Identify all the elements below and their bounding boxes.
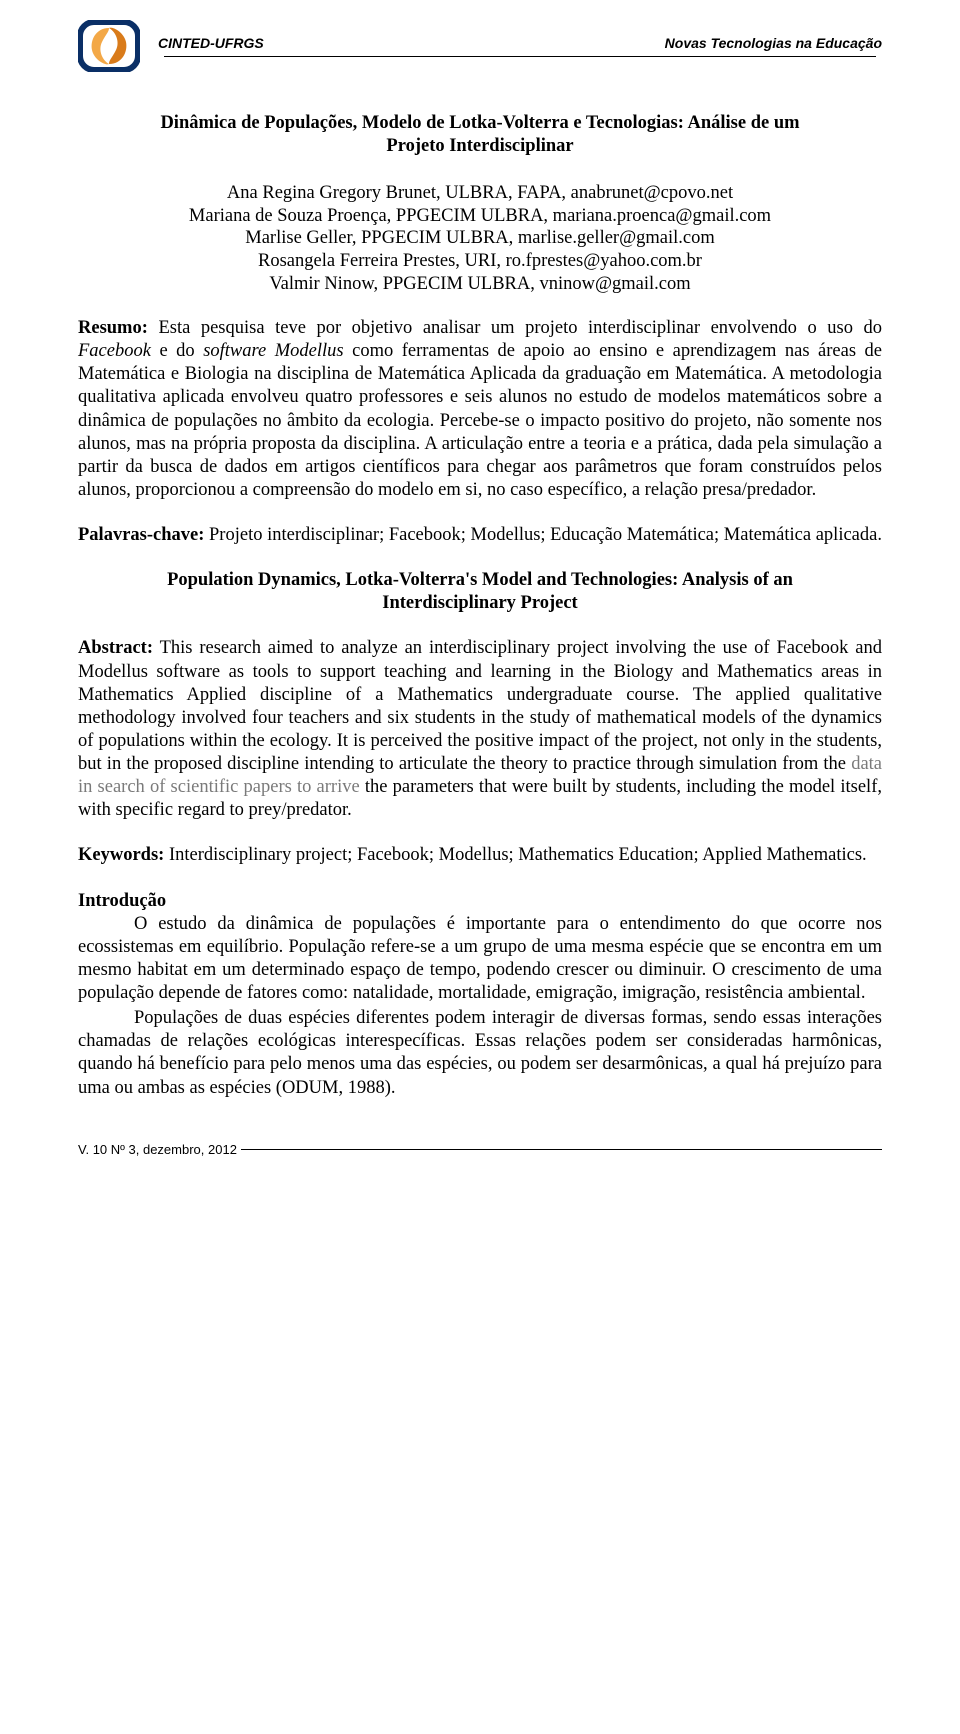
abstract-label: Abstract: (78, 638, 153, 658)
resumo-block: Resumo: Esta pesquisa teve por objetivo … (78, 317, 882, 502)
author-line: Valmir Ninow, PPGECIM ULBRA, vninow@gmai… (78, 273, 882, 296)
resumo-label: Resumo: (78, 318, 148, 338)
author-line: Mariana de Souza Proença, PPGECIM ULBRA,… (78, 205, 882, 228)
header-rule (164, 56, 876, 57)
title-pt-line2: Projeto Interdisciplinar (78, 135, 882, 158)
intro-section: Introdução O estudo da dinâmica de popul… (78, 890, 882, 1100)
footer-text: V. 10 Nº 3, dezembro, 2012 (78, 1142, 237, 1158)
author-line: Rosangela Ferreira Prestes, URI, ro.fpre… (78, 250, 882, 273)
palavras-label: Palavras-chave: (78, 525, 204, 545)
palavras-body: Projeto interdisciplinar; Facebook; Mode… (204, 525, 882, 545)
footer-rule (241, 1149, 882, 1150)
title-pt-line1: Dinâmica de Populações, Modelo de Lotka-… (78, 112, 882, 135)
header-left: CINTED-UFRGS (158, 35, 264, 53)
author-line: Marlise Geller, PPGECIM ULBRA, marlise.g… (78, 227, 882, 250)
palavras-chave-block: Palavras-chave: Projeto interdisciplinar… (78, 524, 882, 547)
keywords-label: Keywords: (78, 845, 164, 865)
resumo-facebook: Facebook (78, 341, 151, 361)
abstract-text-a: This research aimed to analyze an interd… (78, 638, 882, 774)
title-pt: Dinâmica de Populações, Modelo de Lotka-… (78, 112, 882, 158)
resumo-text-a: Esta pesquisa teve por objetivo analisar… (148, 318, 882, 338)
resumo-software: software Modellus (203, 341, 343, 361)
page-footer: V. 10 Nº 3, dezembro, 2012 (78, 1142, 882, 1158)
logo-icon (78, 20, 140, 72)
header-right: Novas Tecnologias na Educação (665, 35, 882, 53)
page-header: CINTED-UFRGS Novas Tecnologias na Educaç… (78, 20, 882, 72)
intro-paragraph-1: O estudo da dinâmica de populações é imp… (78, 913, 882, 1006)
intro-heading: Introdução (78, 890, 882, 913)
keywords-body: Interdisciplinary project; Facebook; Mod… (164, 845, 866, 865)
abstract-block: Abstract: This research aimed to analyze… (78, 637, 882, 822)
title-en-line2: Interdisciplinary Project (78, 592, 882, 615)
title-en-line1: Population Dynamics, Lotka-Volterra's Mo… (78, 569, 882, 592)
resumo-text-b: e do (151, 341, 203, 361)
keywords-block: Keywords: Interdisciplinary project; Fac… (78, 844, 882, 867)
authors-block: Ana Regina Gregory Brunet, ULBRA, FAPA, … (78, 182, 882, 295)
intro-paragraph-2: Populações de duas espécies diferentes p… (78, 1007, 882, 1100)
title-en: Population Dynamics, Lotka-Volterra's Mo… (78, 569, 882, 615)
author-line: Ana Regina Gregory Brunet, ULBRA, FAPA, … (78, 182, 882, 205)
resumo-text-c: como ferramentas de apoio ao ensino e ap… (78, 341, 882, 500)
